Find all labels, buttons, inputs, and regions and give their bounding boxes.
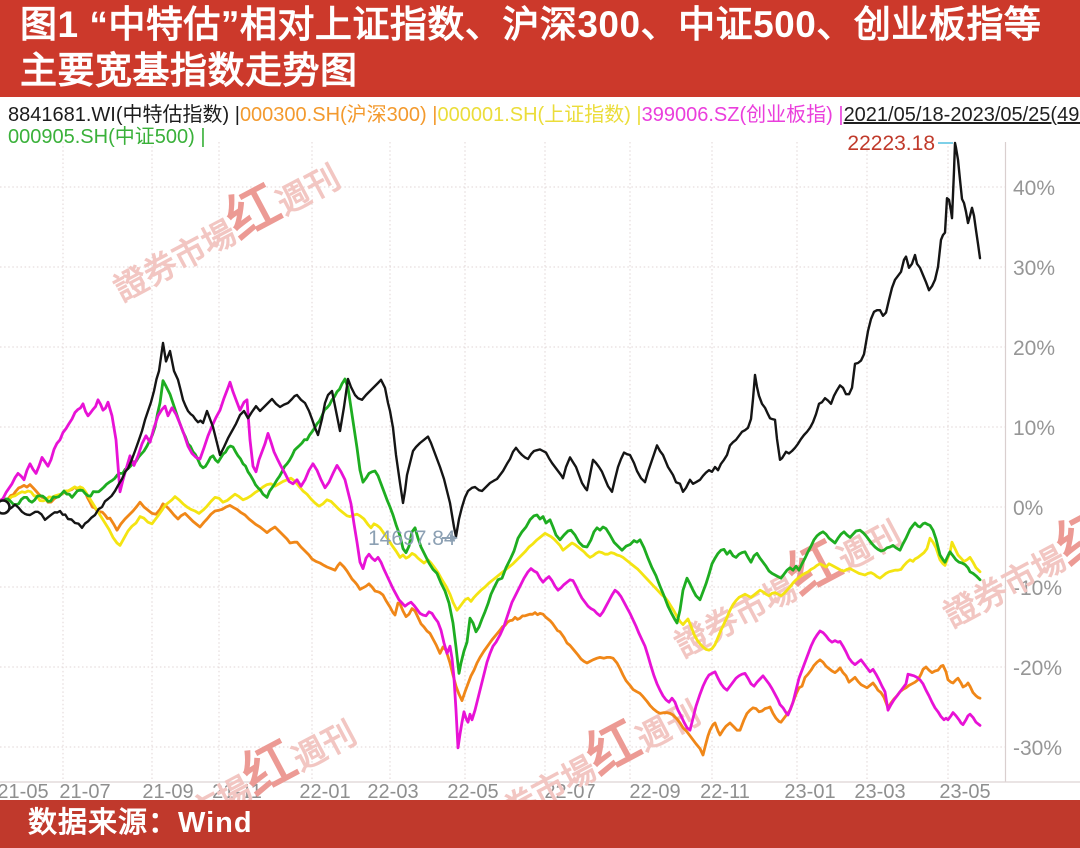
x-tick-label: 23-05 xyxy=(939,781,990,803)
series-line-1 xyxy=(0,483,982,757)
source-bar: 数据来源：Wind xyxy=(0,800,1080,848)
x-tick-label: 22-11 xyxy=(700,781,750,803)
legend-row-1: 8841681.WI(中特估指数) | 000300.SH(沪深300) | 0… xyxy=(8,98,1080,127)
legend-item-zhongtegu[interactable]: 8841681.WI(中特估指数) | xyxy=(8,104,240,126)
y-tick-label: 10% xyxy=(1013,417,1055,440)
y-tick-label: -30% xyxy=(1013,737,1062,760)
series-line-5 xyxy=(0,141,982,538)
y-tick-label: -20% xyxy=(1013,657,1062,680)
x-tick-label: 23-03 xyxy=(854,781,905,803)
y-tick-label: 0% xyxy=(1013,497,1043,520)
x-tick-label: 22-01 xyxy=(299,781,350,803)
series-start-marker xyxy=(0,499,11,515)
x-tick-label: 21-07 xyxy=(59,781,110,803)
x-tick-label: 21-11 xyxy=(212,781,262,803)
x-tick-label: 22-07 xyxy=(544,781,595,803)
trough-annotation: 14697.84 xyxy=(368,527,456,550)
series-line-4 xyxy=(0,380,982,750)
legend-row-2: 000905.SH(中证500) | xyxy=(8,120,206,149)
date-range[interactable]: 2021/05/18-2023/05/25(492日) xyxy=(843,104,1080,126)
x-tick-label: 21-05 xyxy=(0,781,49,803)
series-line-2 xyxy=(0,476,982,652)
legend: 8841681.WI(中特估指数) | 000300.SH(沪深300) | 0… xyxy=(0,97,1080,148)
legend-item-hs300[interactable]: 000300.SH(沪深300) | xyxy=(239,104,438,126)
legend-item-cyb[interactable]: 399006.SZ(创业板指) | xyxy=(641,104,844,126)
trough-arrowhead xyxy=(450,534,458,542)
data-source-text: 数据来源：Wind xyxy=(28,807,253,839)
title-bar: 图1 “中特估”相对上证指数、沪深300、中证500、创业板指等主要宽基指数走势… xyxy=(0,0,1080,97)
x-tick-label: 23-01 xyxy=(784,781,835,803)
series-line-3 xyxy=(0,377,982,675)
watermark: 證券市場红週刊 xyxy=(100,144,348,313)
page-title: 图1 “中特估”相对上证指数、沪深300、中证500、创业板指等主要宽基指数走势… xyxy=(20,4,1042,91)
legend-item-zz500[interactable]: 000905.SH(中证500) | xyxy=(8,126,206,148)
peak-annotation: 22223.18 xyxy=(847,132,935,155)
y-tick-label: -10% xyxy=(1013,577,1062,600)
x-tick-label: 22-03 xyxy=(367,781,418,803)
y-tick-label: 30% xyxy=(1013,257,1055,280)
legend-item-szzs[interactable]: 000001.SH(上证指数) | xyxy=(437,104,642,126)
date-range-control[interactable]: 2021/05/18-2023/05/25(492日) ▼ xyxy=(844,98,1080,127)
x-tick-label: 21-09 xyxy=(142,781,193,803)
x-tick-label: 22-05 xyxy=(447,781,498,803)
y-tick-label: 40% xyxy=(1013,177,1055,200)
x-tick-label: 22-09 xyxy=(629,781,680,803)
y-tick-label: 20% xyxy=(1013,337,1055,360)
